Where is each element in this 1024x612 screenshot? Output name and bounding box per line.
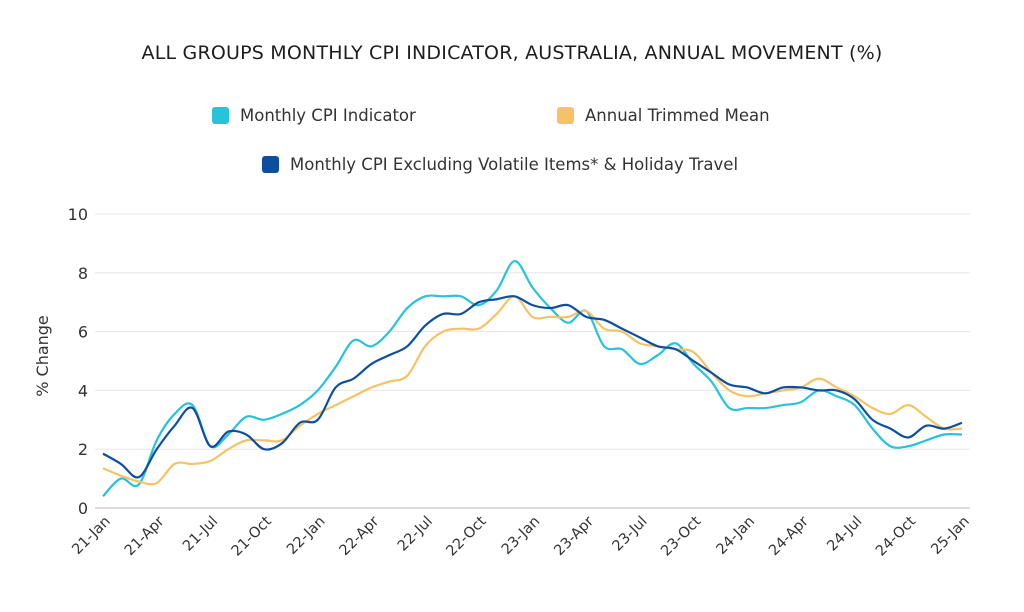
- x-tick-label: 22-Apr: [337, 513, 383, 559]
- x-tick-label: 21-Jul: [180, 514, 221, 555]
- legend-swatch-icon: [212, 107, 229, 124]
- series-line-0: [102, 259, 963, 498]
- x-tick-label: 21-Apr: [122, 513, 168, 559]
- x-tick-label: 22-Jan: [284, 514, 328, 558]
- y-tick-label: 2: [78, 440, 88, 459]
- x-tick-label: 23-Oct: [658, 513, 704, 559]
- chart-title: ALL GROUPS MONTHLY CPI INDICATOR, AUSTRA…: [141, 42, 883, 64]
- x-tick-label: 21-Jan: [69, 514, 113, 558]
- legend-swatch-icon: [262, 156, 279, 173]
- legend-label: Annual Trimmed Mean: [585, 106, 770, 125]
- y-tick-label: 10: [68, 205, 88, 224]
- x-tick-label: 23-Apr: [551, 513, 597, 559]
- y-tick-label: 6: [78, 323, 88, 342]
- legend-item-trimmed-mean: Annual Trimmed Mean: [557, 106, 770, 125]
- x-tick-label: 25-Jan: [928, 514, 972, 558]
- x-tick-label: 22-Jul: [395, 514, 436, 555]
- x-tick-label: 24-Jan: [714, 514, 758, 558]
- x-tick-label: 21-Oct: [229, 513, 275, 559]
- legend-item-monthly-cpi: Monthly CPI Indicator: [212, 106, 416, 125]
- x-tick-label: 22-Oct: [444, 513, 490, 559]
- y-axis-label: % Change: [33, 315, 52, 397]
- y-tick-label: 0: [78, 499, 88, 518]
- x-tick-label: 23-Jul: [610, 514, 651, 555]
- x-tick-label: 24-Oct: [873, 513, 919, 559]
- y-tick-label: 8: [78, 264, 88, 283]
- legend-item-excl-volatile: Monthly CPI Excluding Volatile Items* & …: [262, 155, 738, 174]
- y-tick-label: 4: [78, 381, 88, 400]
- legend-swatch-icon: [557, 107, 574, 124]
- legend-label: Monthly CPI Indicator: [240, 106, 416, 125]
- x-tick-label: 24-Apr: [766, 513, 812, 559]
- series-line-2: [102, 295, 963, 479]
- series-line-1: [102, 295, 963, 486]
- x-tick-label: 23-Jan: [499, 514, 543, 558]
- legend-label: Monthly CPI Excluding Volatile Items* & …: [290, 155, 739, 174]
- x-tick-label: 24-Jul: [824, 514, 865, 555]
